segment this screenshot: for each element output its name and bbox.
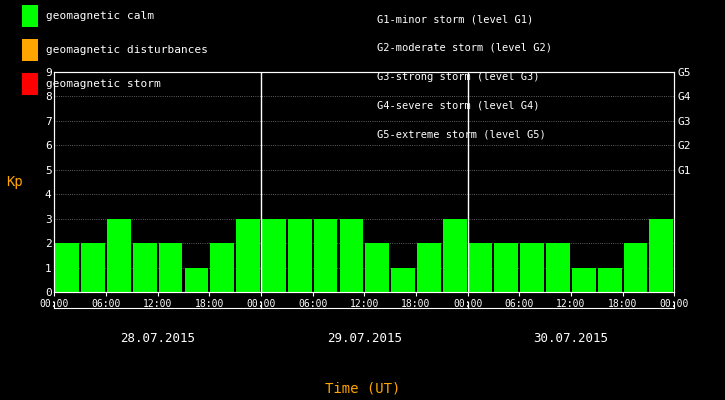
Bar [365,243,389,292]
Text: G1-minor storm (level G1): G1-minor storm (level G1) [377,14,534,24]
Bar [55,243,79,292]
Bar [210,243,234,292]
Bar [159,243,183,292]
Bar [236,219,260,292]
Bar [494,243,518,292]
Bar [392,268,415,292]
Bar [185,268,208,292]
Text: geomagnetic disturbances: geomagnetic disturbances [46,45,208,55]
Bar [107,219,130,292]
Bar [262,219,286,292]
Text: G2-moderate storm (level G2): G2-moderate storm (level G2) [377,43,552,53]
Bar [624,243,647,292]
Text: 28.07.2015: 28.07.2015 [120,332,195,345]
Text: G4-severe storm (level G4): G4-severe storm (level G4) [377,100,539,110]
Bar [81,243,105,292]
Bar [443,219,467,292]
Bar [650,219,674,292]
Bar [314,219,337,292]
Bar [133,243,157,292]
Bar [417,243,441,292]
Text: 29.07.2015: 29.07.2015 [327,332,402,345]
Text: Time (UT): Time (UT) [325,382,400,396]
Bar [546,243,570,292]
Text: G5-extreme storm (level G5): G5-extreme storm (level G5) [377,129,546,139]
Bar [288,219,312,292]
Bar [572,268,596,292]
Text: 30.07.2015: 30.07.2015 [534,332,608,345]
Text: G3-strong storm (level G3): G3-strong storm (level G3) [377,72,539,82]
Bar [468,243,492,292]
Text: Kp: Kp [6,175,22,189]
Text: geomagnetic calm: geomagnetic calm [46,11,154,21]
Bar [339,219,363,292]
Text: geomagnetic storm: geomagnetic storm [46,79,161,89]
Bar [598,268,621,292]
Bar [521,243,544,292]
